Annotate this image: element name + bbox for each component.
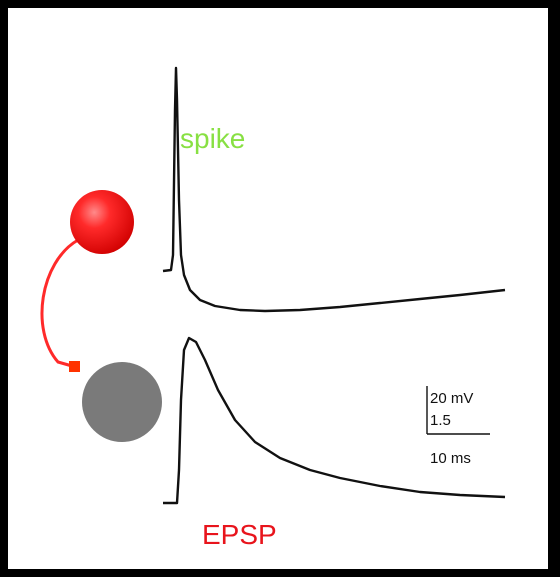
canvas [8,8,548,569]
epsp-trace [163,336,506,505]
postsynaptic-neuron [82,362,162,442]
spike-trace [162,66,506,313]
scale-voltage: 20 mV [430,390,473,407]
scale-ratio: 1.5 [430,412,451,429]
presynaptic-neuron [70,190,134,254]
synapse-terminal [69,361,80,372]
spike-label: spike [180,123,245,154]
scale-time: 10 ms [430,450,471,467]
epsp-label: EPSP [202,519,277,550]
axon [40,238,79,368]
